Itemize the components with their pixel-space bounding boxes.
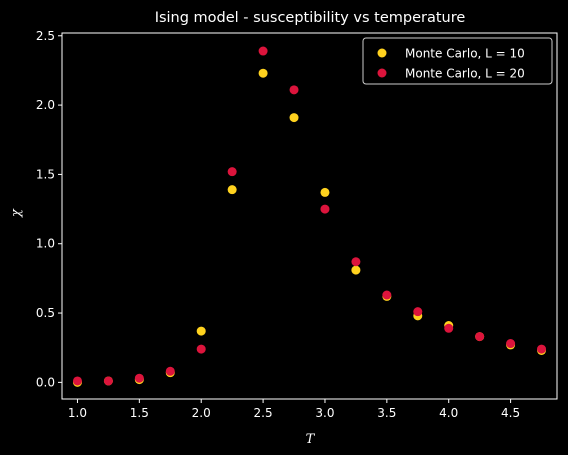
series-2-point — [196, 344, 206, 354]
legend-box — [362, 37, 553, 85]
series-2-point — [134, 373, 144, 383]
y-tick-label: 2.5 — [36, 29, 55, 43]
series-2-point — [227, 167, 237, 177]
series-2-point — [289, 85, 299, 95]
x-tick-label: 1.5 — [130, 406, 149, 420]
x-tick-label: 4.5 — [501, 406, 520, 420]
series-1-point — [196, 326, 206, 336]
x-axis-ticks: 1.0 1.5 2.0 2.5 3.0 3.5 4.0 4.5 — [68, 399, 520, 420]
x-tick-label: 2.0 — [192, 406, 211, 420]
series-1-point — [258, 68, 268, 78]
series-1-point — [320, 187, 330, 197]
series-2-point — [537, 344, 547, 354]
series-2-point — [413, 307, 423, 317]
y-tick-label: 0.0 — [36, 375, 55, 389]
series-2-point — [165, 366, 175, 376]
y-tick-label: 0.5 — [36, 306, 55, 320]
plot-marks — [72, 46, 547, 387]
series-2-point — [351, 257, 361, 267]
legend-label: Monte Carlo, L = 10 — [405, 47, 525, 61]
y-tick-label: 1.0 — [36, 237, 55, 251]
x-tick-label: 2.5 — [254, 406, 273, 420]
series-1-point — [289, 113, 299, 123]
series-1-point — [351, 265, 361, 275]
y-tick-label: 1.5 — [36, 167, 55, 181]
legend-marker — [377, 68, 387, 78]
series-2-point — [475, 332, 485, 342]
x-tick-label: 3.0 — [315, 406, 334, 420]
legend-marker — [377, 48, 387, 58]
x-tick-label: 4.0 — [439, 406, 458, 420]
series-1-point — [227, 185, 237, 195]
series-2-point — [382, 290, 392, 300]
x-axis-label: T — [306, 432, 316, 447]
x-tick-label: 1.0 — [68, 406, 87, 420]
chart-title: Ising model - susceptibility vs temperat… — [155, 10, 466, 26]
y-axis-ticks: 0.0 0.5 1.0 1.5 2.0 2.5 — [36, 29, 62, 389]
series-2-point — [320, 204, 330, 214]
legend-label: Monte Carlo, L = 20 — [405, 67, 525, 81]
series-2-point — [103, 376, 113, 386]
series-2-point — [72, 376, 82, 386]
y-tick-label: 2.0 — [36, 98, 55, 112]
x-tick-label: 3.5 — [377, 406, 396, 420]
plot-frame — [61, 32, 558, 400]
series-2-point — [506, 339, 516, 349]
y-axis-label: χ — [9, 208, 24, 218]
series-2-point — [258, 46, 268, 56]
series-2-point — [444, 323, 454, 333]
legend: Monte Carlo, L = 10 Monte Carlo, L = 20 — [362, 37, 553, 85]
